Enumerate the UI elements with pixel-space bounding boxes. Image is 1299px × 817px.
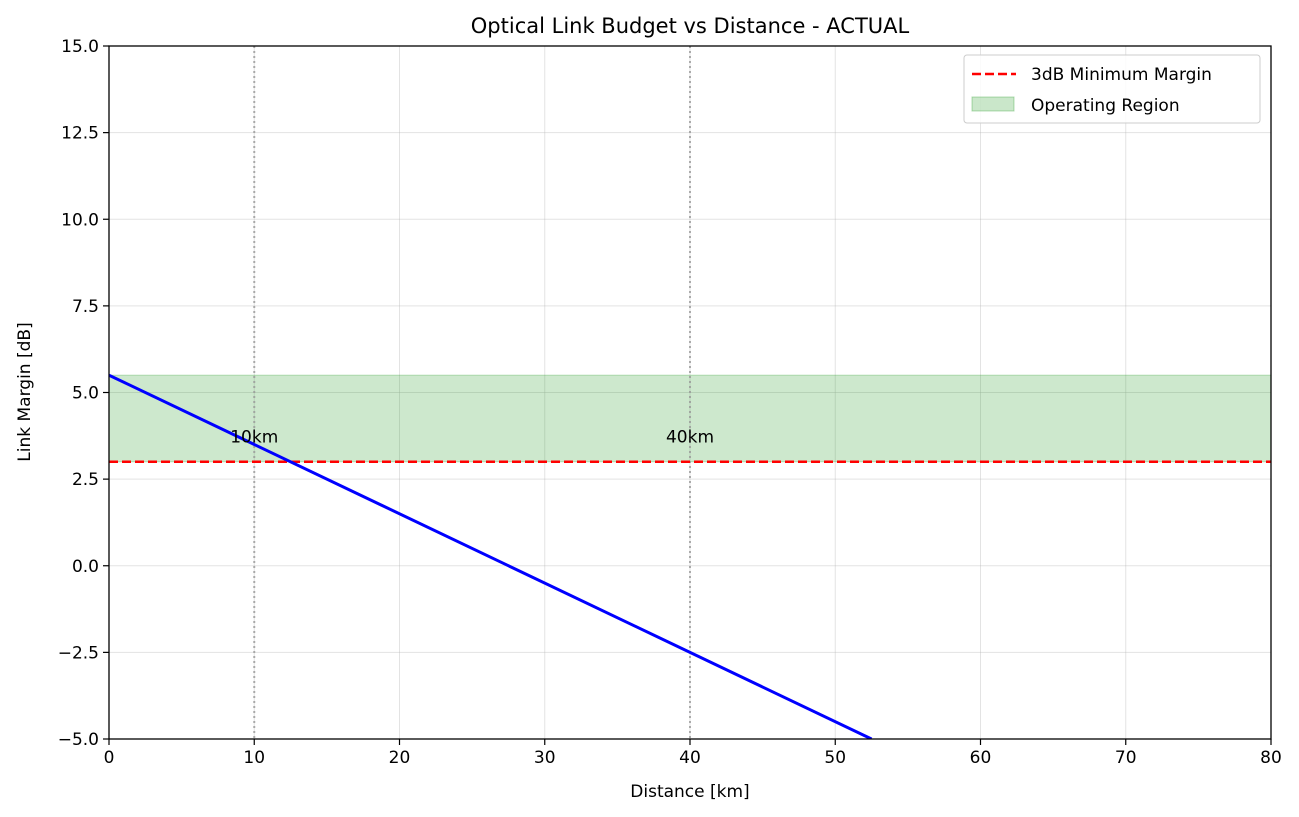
y-tick-label: 2.5 xyxy=(72,470,99,490)
y-tick-label: 12.5 xyxy=(61,124,99,144)
x-tick-label: 30 xyxy=(534,748,556,768)
reference-label-40km: 40km xyxy=(666,427,714,447)
y-tick-label: −2.5 xyxy=(58,643,99,663)
chart-title: Optical Link Budget vs Distance - ACTUAL xyxy=(471,14,910,38)
legend: 3dB Minimum Margin Operating Region xyxy=(963,54,1261,124)
x-tick-label: 80 xyxy=(1260,748,1282,768)
x-tick-label: 40 xyxy=(679,748,701,768)
x-tick-label: 10 xyxy=(243,748,265,768)
x-tick-label: 20 xyxy=(389,748,411,768)
y-tick-label: 5.0 xyxy=(72,384,99,404)
y-tick-label: 15.0 xyxy=(61,37,99,57)
y-tick-label: 0.0 xyxy=(72,557,99,577)
x-tick-label: 0 xyxy=(104,748,115,768)
x-axis-label: Distance [km] xyxy=(630,782,749,802)
reference-label-10km: 10km xyxy=(230,427,278,447)
link-margin-line xyxy=(109,373,873,739)
plot-area: 10km 40km 0 10 20 30 40 50 60 70 80 −5.0 −2.5 0.0 2.5 5… xyxy=(58,37,1282,768)
x-tick-label: 70 xyxy=(1115,748,1137,768)
x-tick-label: 60 xyxy=(970,748,992,768)
legend-frame xyxy=(963,54,1261,124)
legend-swatch-operating-region xyxy=(971,96,1015,112)
y-tick-label: 7.5 xyxy=(72,297,99,317)
operating-region-band xyxy=(108,374,1272,463)
legend-label-min-margin: 3dB Minimum Margin xyxy=(1031,65,1212,85)
x-tick-label: 50 xyxy=(824,748,846,768)
legend-label-operating-region: Operating Region xyxy=(1031,96,1180,116)
y-tick-label: 10.0 xyxy=(61,210,99,230)
y-axis-label: Link Margin [dB] xyxy=(15,322,35,461)
y-tick-label: −5.0 xyxy=(58,730,99,750)
